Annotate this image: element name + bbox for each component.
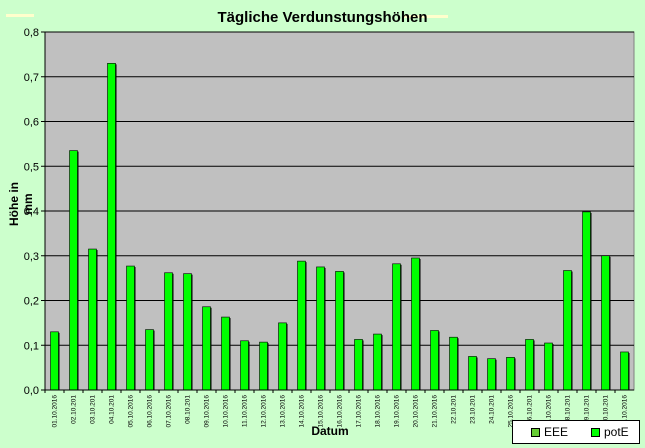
title-decoration-right (404, 15, 448, 18)
y-axis-ticks: 0,0 0,1 0,2 0,3 0,4 0,5 0,6 0,7 0,8 (24, 27, 45, 397)
y-tick-label: 0,8 (24, 27, 39, 39)
bar-10.10.2016 (221, 316, 230, 391)
bar-17.10.2016 (354, 339, 363, 391)
bar-03.10.201 (88, 248, 97, 391)
x-axis-tick-labels: 01.10.2016 02.10.201 03.10.201 04.10.201 05.… (44, 390, 629, 428)
bar-04.10.201 (107, 63, 116, 391)
bar-06.10.2016 (145, 329, 154, 391)
bar-29.10.201 (582, 211, 591, 391)
bar-30.10.201 (601, 255, 610, 391)
bar-28.10.201 (563, 270, 572, 391)
y-tick-label: 0,0 (24, 385, 39, 397)
x-axis-title: Datum (311, 424, 349, 438)
title-decoration-left (6, 14, 34, 17)
x-tick-label: 29.10.201 (584, 395, 591, 424)
x-tick-label: 16.10.2016 (337, 395, 344, 428)
bar-21.10.2016 (430, 330, 439, 391)
x-tick-label: 08.10.201 (185, 395, 192, 424)
x-tick-label: 27.10.2016 (546, 395, 553, 428)
bar-07.10.2016 (164, 272, 173, 391)
bar-05.10.2016 (126, 265, 135, 391)
y-tick-label: 0,2 (24, 296, 39, 308)
bar-31.10.2016 (620, 351, 629, 391)
x-tick-label: 20.10.2016 (413, 395, 420, 428)
bar-25.10.2016 (506, 357, 515, 391)
legend-swatch-pote (591, 427, 600, 437)
bar-24.10.201 (487, 358, 496, 391)
legend-item-eee: EEE (531, 425, 568, 439)
bar-11.10.2016 (240, 340, 249, 391)
bar-14.10.2016 (297, 260, 306, 391)
x-tick-label: 24.10.201 (489, 395, 496, 424)
x-tick-label: 05.10.2016 (128, 395, 135, 428)
x-tick-label: 18.10.2016 (375, 395, 382, 428)
bar-18.10.2016 (373, 333, 382, 391)
y-tick-label: 0,4 (24, 206, 39, 218)
bar-09.10.2016 (202, 306, 211, 391)
x-tick-label: 26.10.201 (527, 395, 534, 424)
x-tick-label: 14.10.2016 (299, 395, 306, 428)
bar-19.10.2016 (392, 263, 401, 391)
x-tick-label: 17.10.2016 (356, 395, 363, 428)
x-tick-label: 01.10.2016 (52, 395, 59, 428)
bar-26.10.201 (525, 339, 534, 391)
x-tick-label: 07.10.2016 (166, 395, 173, 428)
chart-title: Tägliche Verdunstungshöhen (217, 9, 428, 26)
y-tick-label: 0,1 (24, 340, 39, 352)
x-tick-label: 23.10.201 (470, 395, 477, 424)
x-tick-label: 30.10.201 (603, 395, 610, 424)
bar-15.10.2016 (316, 266, 325, 391)
x-tick-label: 06.10.2016 (147, 395, 154, 428)
y-axis-title: Höhe in mm (7, 182, 35, 226)
bar-13.10.2016 (278, 322, 287, 391)
legend: EEE potE (512, 420, 640, 444)
legend-item-pote: potE (591, 425, 629, 439)
bar-01.10.2016 (50, 331, 59, 391)
bar-08.10.201 (183, 273, 192, 391)
y-tick-label: 0,5 (24, 161, 39, 173)
x-tick-label: 11.10.2016 (242, 395, 249, 427)
legend-label-eee: EEE (544, 425, 569, 439)
bar-23.10.201 (468, 356, 477, 391)
bar-series-potE (50, 63, 630, 391)
x-tick-label: 12.10.2016 (261, 395, 268, 428)
bar-22.10.201 (449, 336, 458, 391)
x-tick-label: 21.10.2016 (432, 395, 439, 428)
bar-12.10.2016 (259, 341, 268, 391)
x-tick-label: 04.10.201 (109, 395, 116, 424)
bar-02.10.201 (69, 150, 78, 391)
legend-label-pote: potE (604, 425, 629, 439)
bar-27.10.2016 (544, 342, 553, 391)
y-tick-label: 0,7 (24, 72, 39, 84)
x-tick-label: 25.10.2016 (508, 395, 515, 428)
y-tick-label: 0,6 (24, 117, 39, 129)
x-tick-label: 13.10.2016 (280, 395, 287, 428)
x-tick-label: 03.10.201 (90, 395, 97, 424)
x-tick-label: 02.10.201 (71, 395, 78, 424)
x-tick-label: 10.10.2016 (223, 395, 230, 428)
x-tick-label: 31.10.2016 (622, 395, 629, 428)
bar-20.10.2016 (411, 257, 420, 391)
x-tick-label: 09.10.2016 (204, 395, 211, 428)
x-tick-label: 15.10.2016 (318, 395, 325, 428)
y-tick-label: 0,3 (24, 251, 39, 263)
bar-16.10.2016 (335, 271, 344, 391)
legend-swatch-eee (531, 427, 540, 437)
x-tick-label: 22.10.201 (451, 395, 458, 424)
x-tick-label: 28.10.201 (565, 395, 572, 424)
x-tick-label: 19.10.2016 (394, 395, 401, 428)
gridlines (45, 31, 634, 346)
